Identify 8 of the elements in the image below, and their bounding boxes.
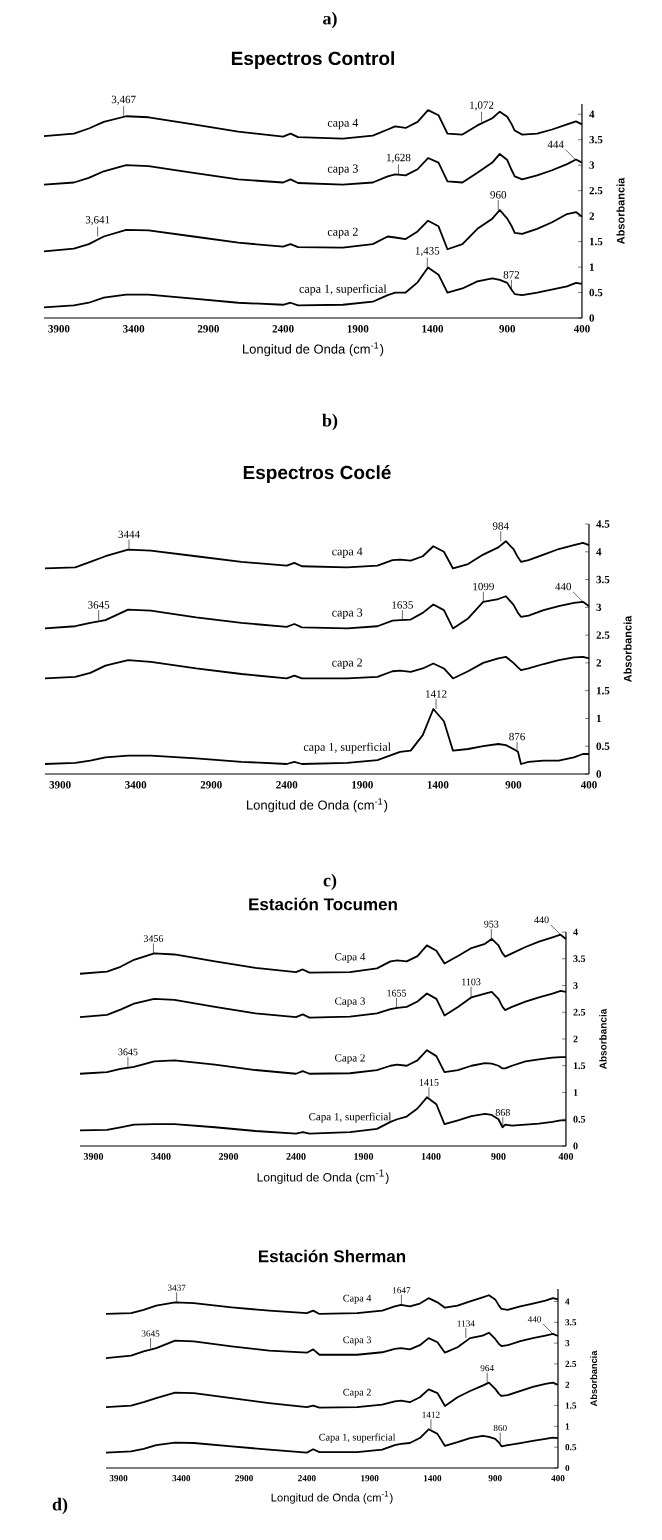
chart-title: Estación Sherman — [258, 1249, 406, 1263]
chart-title: Espectros Coclé — [243, 465, 391, 483]
text: d) — [52, 1497, 68, 1515]
text: c) — [323, 873, 337, 891]
chart-title: Estación Tocumen — [249, 897, 397, 911]
chart-title: Espectros Control — [231, 51, 394, 69]
text: b) — [322, 413, 338, 431]
text: a) — [323, 11, 337, 29]
